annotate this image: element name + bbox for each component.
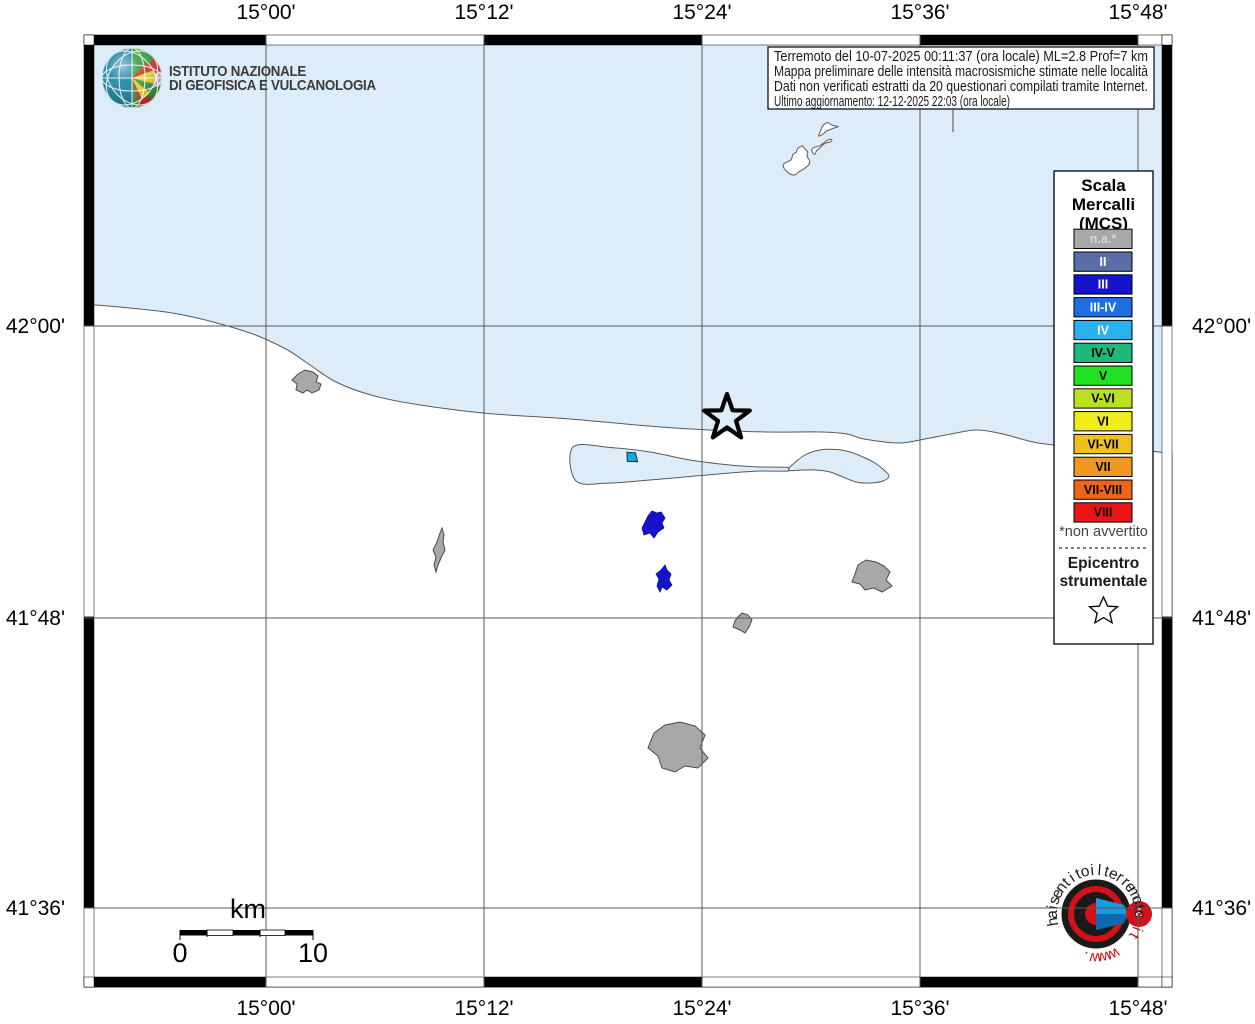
svg-text:a: a: [1044, 910, 1061, 919]
svg-text:15°24': 15°24': [672, 997, 731, 1020]
svg-text:VII: VII: [1095, 460, 1110, 474]
svg-text:15°12': 15°12': [454, 997, 513, 1020]
svg-text:Dati non verificati estratti d: Dati non verificati estratti da 20 quest…: [774, 79, 1148, 95]
svg-text:VIII: VIII: [1094, 506, 1113, 520]
svg-text:15°24': 15°24': [672, 1, 731, 24]
svg-text:V: V: [1099, 369, 1108, 383]
svg-text:V-VI: V-VI: [1091, 392, 1115, 406]
svg-text:w: w: [1088, 949, 1101, 966]
svg-text:15°00': 15°00': [236, 1, 295, 24]
svg-text:VII-VIII: VII-VIII: [1084, 483, 1122, 497]
svg-text:IV: IV: [1097, 323, 1109, 337]
svg-text:41°48': 41°48': [6, 607, 65, 630]
svg-text:Scala: Scala: [1081, 176, 1126, 195]
svg-text:Mercalli: Mercalli: [1072, 195, 1135, 214]
svg-text:10: 10: [298, 938, 328, 968]
svg-text:DI GEOFISICA E VULCANOLOGIA: DI GEOFISICA E VULCANOLOGIA: [169, 76, 376, 93]
svg-text:15°12': 15°12': [454, 1, 513, 24]
svg-text:Terremoto del 10-07-2025 00:11: Terremoto del 10-07-2025 00:11:37 (ora l…: [774, 49, 1148, 65]
svg-text:km: km: [230, 894, 266, 924]
svg-text:o: o: [1131, 910, 1148, 919]
svg-text:42°00': 42°00': [1192, 315, 1251, 338]
svg-text:Ultimo aggiornamento: 12-12-20: Ultimo aggiornamento: 12-12-2025 22:03 (…: [774, 94, 1010, 110]
svg-text:*non avvertito: *non avvertito: [1059, 524, 1148, 540]
svg-text:15°36': 15°36': [890, 997, 949, 1020]
svg-text:n.a.*: n.a.*: [1090, 232, 1117, 246]
svg-text:15°48': 15°48': [1108, 997, 1167, 1020]
svg-text:0: 0: [172, 938, 187, 968]
svg-text:15°36': 15°36': [890, 1, 949, 24]
svg-text:42°00': 42°00': [6, 315, 65, 338]
svg-text:Epicentro: Epicentro: [1068, 555, 1139, 572]
svg-text:Mappa preliminare delle intens: Mappa preliminare delle intensità macros…: [774, 64, 1149, 80]
svg-text:15°00': 15°00': [236, 997, 295, 1020]
svg-text:41°48': 41°48': [1192, 607, 1251, 630]
svg-text:III: III: [1098, 278, 1108, 292]
svg-text:IV-V: IV-V: [1091, 346, 1115, 360]
svg-text:41°36': 41°36': [1192, 897, 1251, 920]
svg-text:II: II: [1100, 255, 1107, 269]
svg-text:strumentale: strumentale: [1060, 573, 1148, 590]
svg-text:VI-VII: VI-VII: [1087, 437, 1118, 451]
svg-text:15°48': 15°48': [1108, 1, 1167, 24]
svg-text:41°36': 41°36': [6, 897, 65, 920]
svg-text:VI: VI: [1097, 415, 1109, 429]
svg-text:III-IV: III-IV: [1090, 301, 1117, 315]
